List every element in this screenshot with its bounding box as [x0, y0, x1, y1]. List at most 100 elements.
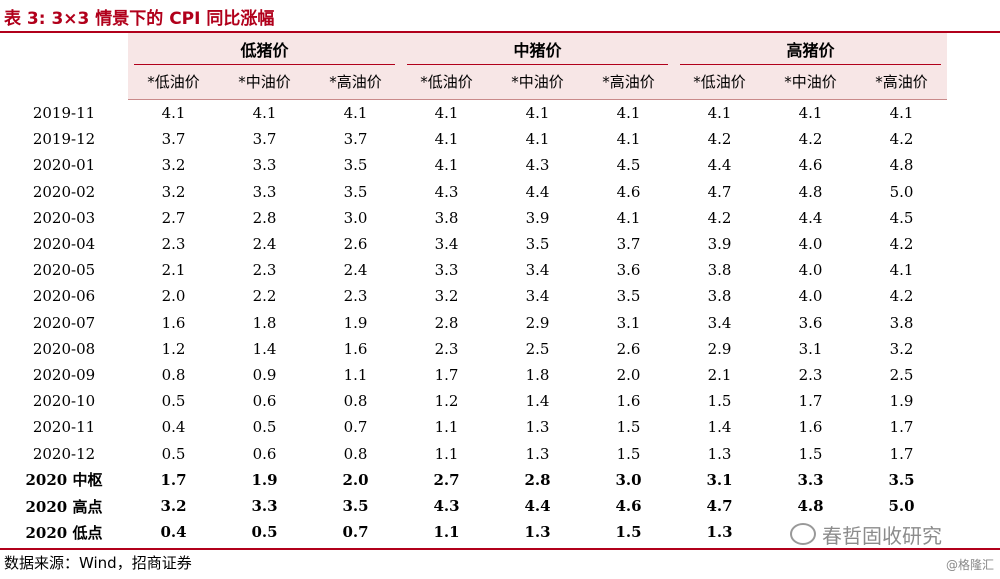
table-cell: 1.3	[525, 418, 550, 437]
table-row: 2020-05 2.1 2.3 2.4 3.3 3.4 3.6 3.8 4.0 4.1	[0, 257, 950, 283]
column-header: *低油价	[693, 72, 746, 91]
table-cell: 1.5	[798, 444, 823, 463]
table-cell: 3.7	[252, 130, 277, 149]
table-cell: 2.9	[525, 313, 550, 332]
column-header: *低油价	[420, 72, 473, 91]
table-cell: 2.1	[161, 261, 186, 280]
table-row: 2019-12 3.7 3.7 3.7 4.1 4.1 4.1 4.2 4.2 4.2	[0, 126, 950, 152]
table-cell: 4.6	[798, 156, 823, 175]
column-header: *高油价	[875, 72, 928, 91]
table-cell: 3.4	[434, 235, 459, 254]
column-header: *低油价	[147, 72, 200, 91]
table-row: 2020-11 0.4 0.5 0.7 1.1 1.3 1.5 1.4 1.6 1.7	[0, 414, 950, 440]
table-cell: 3.6	[616, 261, 641, 280]
row-label: 2020-02	[32, 182, 96, 201]
table-cell: 1.7	[889, 444, 914, 463]
table-cell: 1.5	[707, 392, 732, 411]
table-cell: 4.1	[434, 104, 459, 123]
table-cell: 2.3	[798, 366, 823, 385]
table-cell: 1.9	[343, 313, 368, 332]
table-cell: 4.2	[707, 130, 732, 149]
table-cell: 2.6	[616, 339, 641, 358]
table-row: 2020-12 0.5 0.6 0.8 1.1 1.3 1.5 1.3 1.5 1.7	[0, 441, 950, 467]
table-title: 表 3: 3×3 情景下的 CPI 同比涨幅	[4, 9, 275, 29]
table-cell: 4.8	[798, 182, 823, 201]
row-label: 2020-11	[32, 418, 96, 437]
table-cell: 2.5	[889, 366, 914, 385]
table-cell: 1.6	[616, 392, 641, 411]
table-cell: 0.6	[252, 444, 277, 463]
table-cell: 4.2	[889, 287, 914, 306]
table-cell: 3.2	[161, 182, 186, 201]
table-cell: 3.7	[616, 235, 641, 254]
table-cell: 1.5	[616, 444, 641, 463]
row-label: 2019-12	[32, 130, 96, 149]
table-cell: 4.0	[798, 287, 823, 306]
group-header: 中猪价	[513, 41, 562, 60]
table-cell: 0.6	[252, 392, 277, 411]
table-cell: 4.7	[707, 182, 732, 201]
table-cell: 2.3	[161, 235, 186, 254]
table-row: 2020-09 0.8 0.9 1.1 1.7 1.8 2.0 2.1 2.3 2.5	[0, 362, 950, 388]
sub-header-row: *低油价 *中油价 *高油价 *低油价 *中油价 *高油价 *低油价 *中油价 *高油价	[0, 65, 950, 97]
summary-row: 2020 低点 0.4 0.5 0.7 1.1 1.3 1.5 1.3	[0, 519, 950, 545]
table-cell: 0.8	[161, 366, 186, 385]
table-row: 2020-07 1.6 1.8 1.9 2.8 2.9 3.1 3.4 3.6 3.8	[0, 310, 950, 336]
table-cell: 1.3	[525, 444, 550, 463]
table-cell: 3.8	[707, 287, 732, 306]
table-cell: 2.3	[343, 287, 368, 306]
table-cell: 1.6	[161, 313, 186, 332]
table-cell: 4.1	[798, 104, 823, 123]
table-cell: 2.9	[707, 339, 732, 358]
table-cell: 4.1	[889, 104, 914, 123]
table-row: 2020-10 0.5 0.6 0.8 1.2 1.4 1.6 1.5 1.7 1.9	[0, 388, 950, 414]
group-underline	[680, 64, 941, 65]
table-cell: 4.4	[707, 156, 732, 175]
table-cell: 3.9	[707, 235, 732, 254]
row-label: 2020-05	[32, 261, 96, 280]
wechat-icon	[790, 523, 816, 545]
table-cell: 0.8	[343, 444, 368, 463]
table-cell: 1.2	[434, 392, 459, 411]
table-cell: 3.2	[889, 339, 914, 358]
header-background	[128, 33, 947, 99]
row-label: 2020 中枢	[25, 471, 103, 490]
table-cell: 4.5	[889, 208, 914, 227]
table-row: 2020-04 2.3 2.4 2.6 3.4 3.5 3.7 3.9 4.0 4.2	[0, 231, 950, 257]
table-cell: 4.1	[616, 130, 641, 149]
sub-header-rule	[128, 99, 947, 100]
table-cell: 4.8	[797, 497, 824, 516]
table-cell: 3.5	[342, 497, 369, 516]
table-cell: 4.1	[889, 261, 914, 280]
table-cell: 1.5	[616, 418, 641, 437]
table-cell: 4.8	[889, 156, 914, 175]
watermark: 春哲固收研究	[790, 520, 942, 548]
table-cell: 0.5	[251, 523, 278, 542]
table-cell: 1.1	[343, 366, 368, 385]
table-cell: 2.2	[252, 287, 277, 306]
table-cell: 4.1	[434, 156, 459, 175]
table-cell: 3.7	[343, 130, 368, 149]
table-cell: 1.4	[707, 418, 732, 437]
table-cell: 1.3	[706, 523, 733, 542]
table-cell: 1.4	[525, 392, 550, 411]
table-cell: 0.4	[161, 418, 186, 437]
title-rule	[0, 31, 1000, 33]
table-cell: 1.8	[525, 366, 550, 385]
row-label: 2020-09	[32, 366, 96, 385]
row-label: 2020-08	[32, 339, 96, 358]
table-cell: 4.1	[525, 104, 550, 123]
table-cell: 4.1	[707, 104, 732, 123]
table-cell: 2.1	[707, 366, 732, 385]
row-label: 2020-03	[32, 208, 96, 227]
table-cell: 4.6	[615, 497, 642, 516]
table-row: 2020-02 3.2 3.3 3.5 4.3 4.4 4.6 4.7 4.8 5.0	[0, 179, 950, 205]
table-cell: 3.5	[343, 182, 368, 201]
table-cell: 3.2	[161, 156, 186, 175]
table-cell: 4.3	[434, 182, 459, 201]
table-cell: 1.9	[889, 392, 914, 411]
table-row: 2020-08 1.2 1.4 1.6 2.3 2.5 2.6 2.9 3.1 3.2	[0, 336, 950, 362]
row-label: 2020 高点	[25, 497, 103, 516]
table-cell: 3.2	[160, 497, 187, 516]
row-label: 2020-06	[32, 287, 96, 306]
